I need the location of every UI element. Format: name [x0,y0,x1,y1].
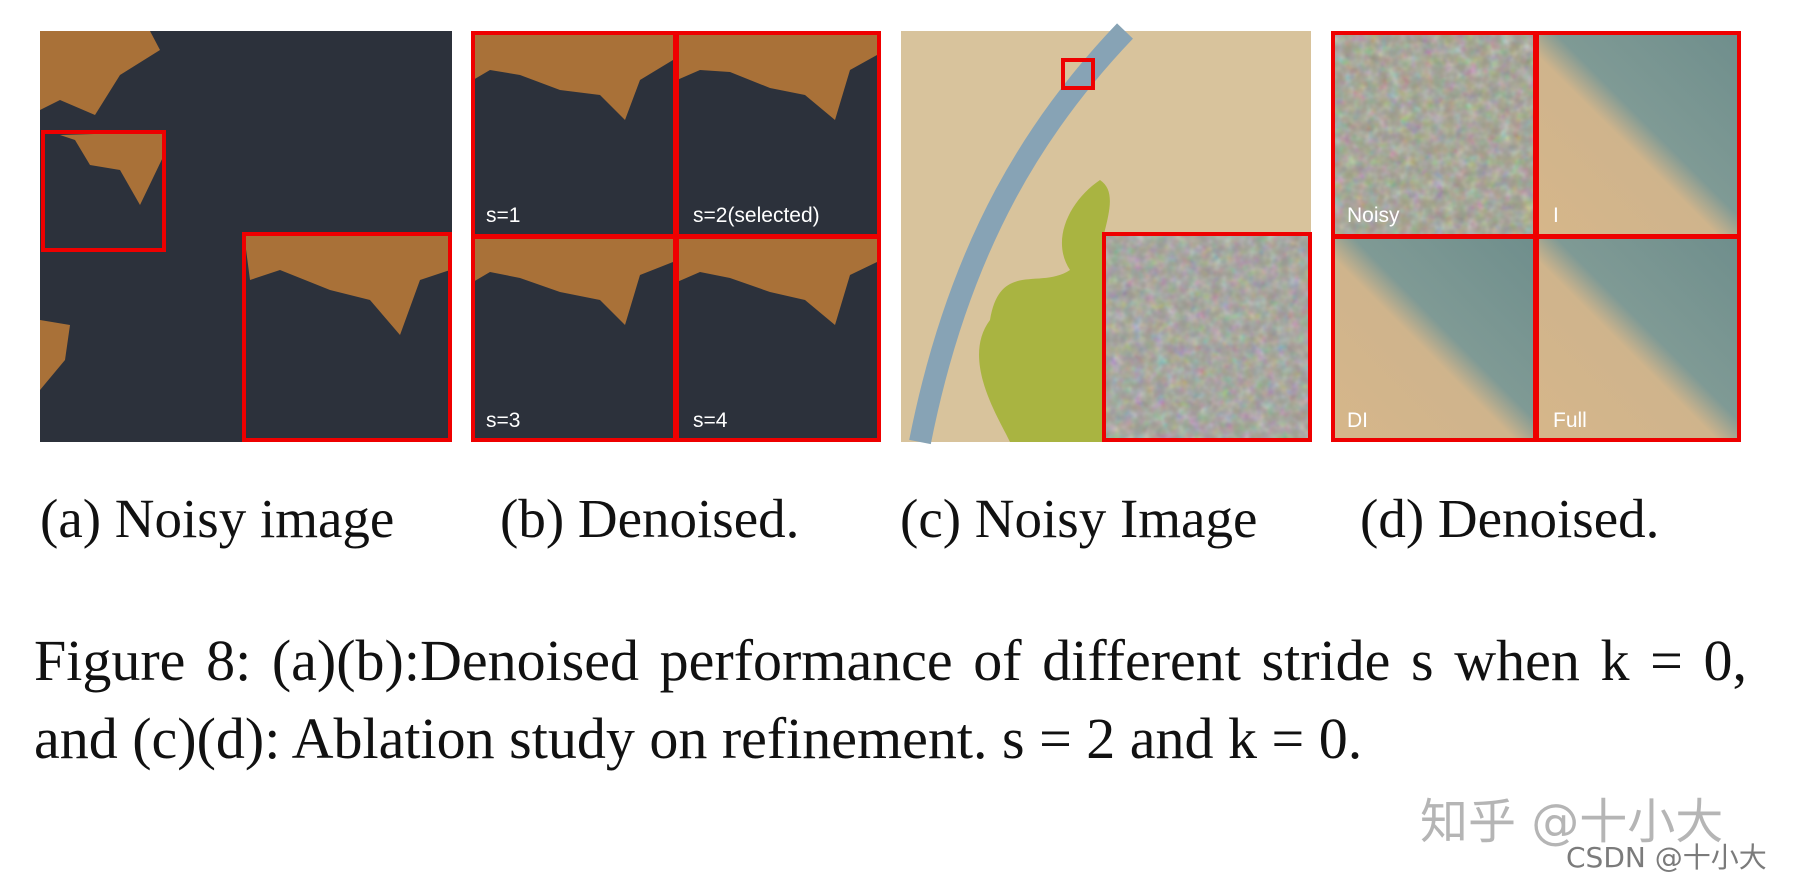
tile-label: I [1553,204,1559,227]
panel-b: s=1 s=2(selected) s=3 s=4 [471,31,881,442]
subcaption: (c) Noisy Image [900,488,1257,549]
watermark: 知乎 @十小大 [1420,794,1724,850]
subcaption: (a) Noisy image [40,488,394,549]
tile-label: s=4 [693,409,728,432]
tile-label: DI [1347,409,1368,432]
watermark: CSDN @十小大 [1566,841,1767,874]
tile-label: s=2(selected) [693,204,820,227]
tile-label: s=3 [486,409,520,432]
panel-a [40,31,452,442]
figure-caption: Figure 8: (a)(b):Denoised performance of… [34,628,1747,771]
tile-label: Noisy [1347,204,1400,227]
panel-d: Noisy I DI Full [1331,31,1741,442]
tile-label: Full [1553,409,1587,432]
subcaption: (d) Denoised. [1360,488,1659,549]
subcaption: (b) Denoised. [500,488,799,549]
tile-label: s=1 [486,204,520,227]
panel-c [901,23,1312,445]
